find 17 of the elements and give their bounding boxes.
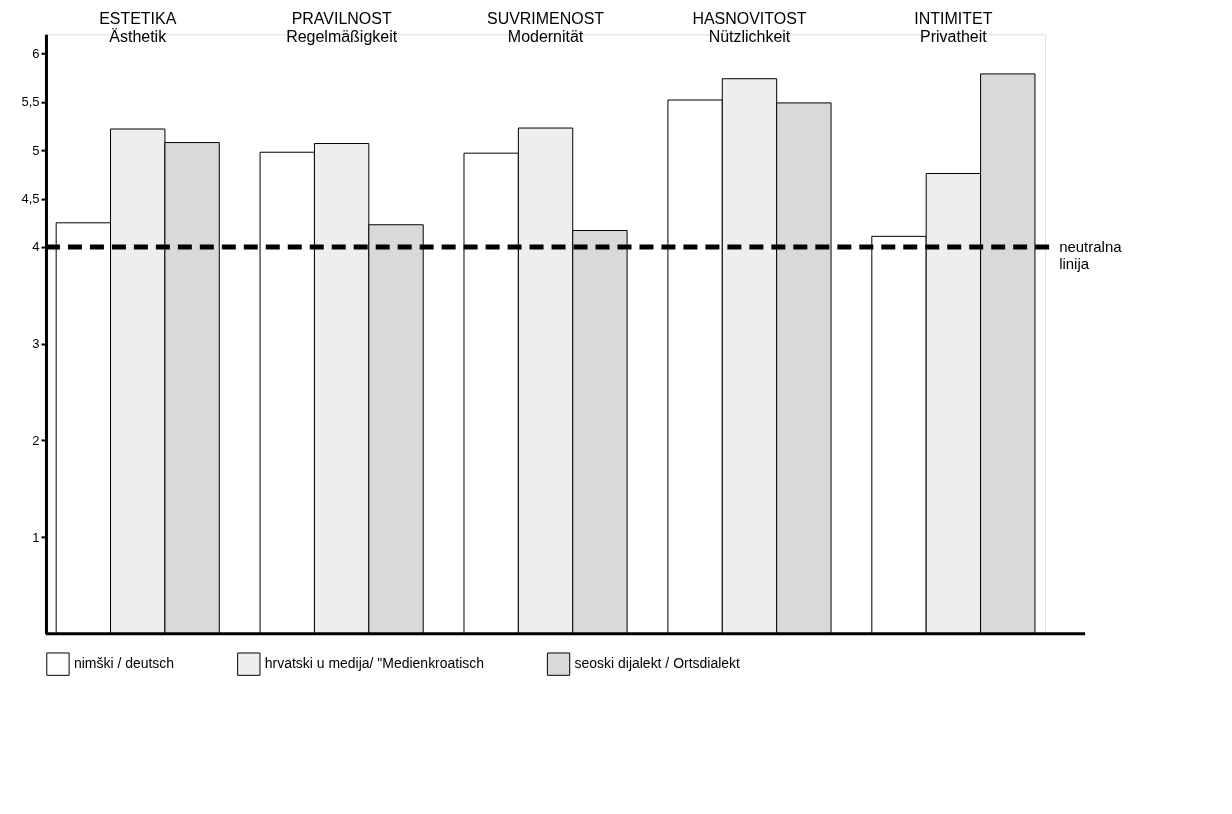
y-tick-label: 5,5 bbox=[21, 94, 40, 110]
x-tick-label: INTIMITET Privatheit bbox=[914, 9, 993, 45]
x-tick-label: ESTETIKA Ästhetik bbox=[99, 9, 177, 45]
legend-label: hrvatski u medija/ "Medienkroatisch bbox=[264, 655, 485, 672]
y-tick-label: 1 bbox=[32, 529, 40, 545]
x-tick-label: HASNOVITOST Nützlichkeit bbox=[692, 9, 807, 45]
ref-line-label: neutralna linija bbox=[1059, 237, 1123, 272]
y-tick-label: 3 bbox=[32, 336, 40, 352]
y-tick-label: 4 bbox=[32, 239, 40, 255]
y-tick-label: 6 bbox=[32, 46, 40, 62]
y-tick-label: 4,5 bbox=[21, 191, 40, 207]
y-tick-label: 2 bbox=[32, 432, 40, 448]
legend-label: seoski dijalekt / Ortsdialekt bbox=[574, 655, 741, 672]
legend-label: nimški / deutsch bbox=[73, 655, 175, 672]
x-tick-label: SUVRIMENOST Modernität bbox=[486, 9, 605, 45]
y-tick-label: 5 bbox=[32, 142, 40, 158]
x-tick-label: PRAVILNOST Regelmäßigkeit bbox=[286, 9, 398, 45]
